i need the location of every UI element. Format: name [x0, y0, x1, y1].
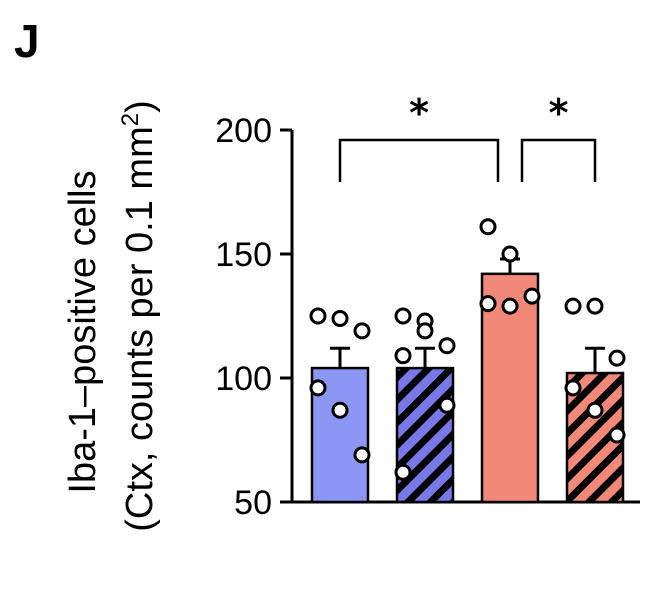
data-point	[394, 307, 412, 325]
data-point	[309, 307, 327, 325]
data-point	[331, 401, 349, 419]
y-tick-label: 200	[215, 112, 272, 150]
data-point	[479, 218, 497, 236]
data-point	[309, 379, 327, 397]
data-point	[353, 446, 371, 464]
bar	[395, 366, 455, 504]
y-axis-title-line1: Iba-1–positive cells	[62, 170, 104, 493]
data-point	[564, 297, 582, 315]
significance-bracket	[520, 138, 597, 182]
y-tick-label: 50	[234, 484, 272, 522]
significance-star: *	[549, 91, 569, 135]
panel-label: J	[14, 15, 40, 67]
y-tick-label: 100	[215, 360, 272, 398]
data-point	[331, 309, 349, 327]
data-point	[608, 349, 626, 367]
y-axis-title-line2: (Ctx, counts per 0.1 mm2)	[117, 100, 161, 531]
data-point	[523, 287, 541, 305]
data-point	[394, 347, 412, 365]
data-point	[564, 379, 582, 397]
data-point	[479, 295, 497, 313]
data-point	[501, 245, 519, 263]
data-point	[353, 322, 371, 340]
data-point	[438, 337, 456, 355]
data-point	[501, 297, 519, 315]
data-point	[416, 322, 434, 340]
data-point	[586, 401, 604, 419]
data-point	[438, 396, 456, 414]
significance-bracket	[338, 138, 500, 182]
y-tick-label: 150	[215, 236, 272, 274]
significance-star: *	[409, 91, 429, 135]
data-point	[394, 463, 412, 481]
data-point	[608, 426, 626, 444]
data-point	[586, 297, 604, 315]
